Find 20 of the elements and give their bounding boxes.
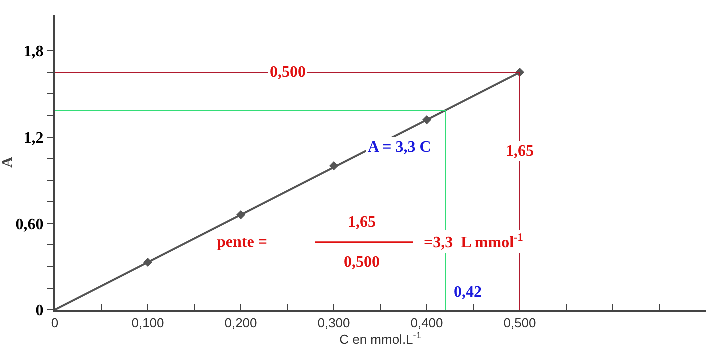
x-tick-label: 0,300 — [318, 316, 350, 331]
y-tick-label: 1,8 — [24, 44, 44, 61]
annotation: =3,3 L mmol$^{-1}$ — [424, 232, 524, 252]
y-tick-label: 0,60 — [16, 216, 44, 234]
y-tick-label: 1,2 — [24, 130, 44, 147]
x-tick-label: 0,100 — [132, 316, 164, 331]
x-tick-label: 0,400 — [410, 316, 444, 331]
x-tick-label: 0,200 — [224, 316, 258, 331]
annotation: pente = — [217, 234, 268, 251]
annotation: 1,65 — [506, 143, 534, 160]
y-axis-title: A — [0, 156, 16, 168]
annotation: A = 3,3 C — [368, 139, 432, 156]
x-axis-title: C en mmol.L$^{-1}$ — [340, 330, 422, 348]
y-tick-label: 0 — [36, 302, 44, 320]
x-tick-label: 0 — [51, 316, 59, 331]
x-tick-label: 0,500 — [504, 316, 536, 331]
annotation: 0,42 — [454, 284, 482, 301]
annotation: 1,65 — [348, 214, 376, 231]
annotation: 0,500 — [270, 64, 306, 81]
annotation: 0,500 — [344, 254, 380, 271]
